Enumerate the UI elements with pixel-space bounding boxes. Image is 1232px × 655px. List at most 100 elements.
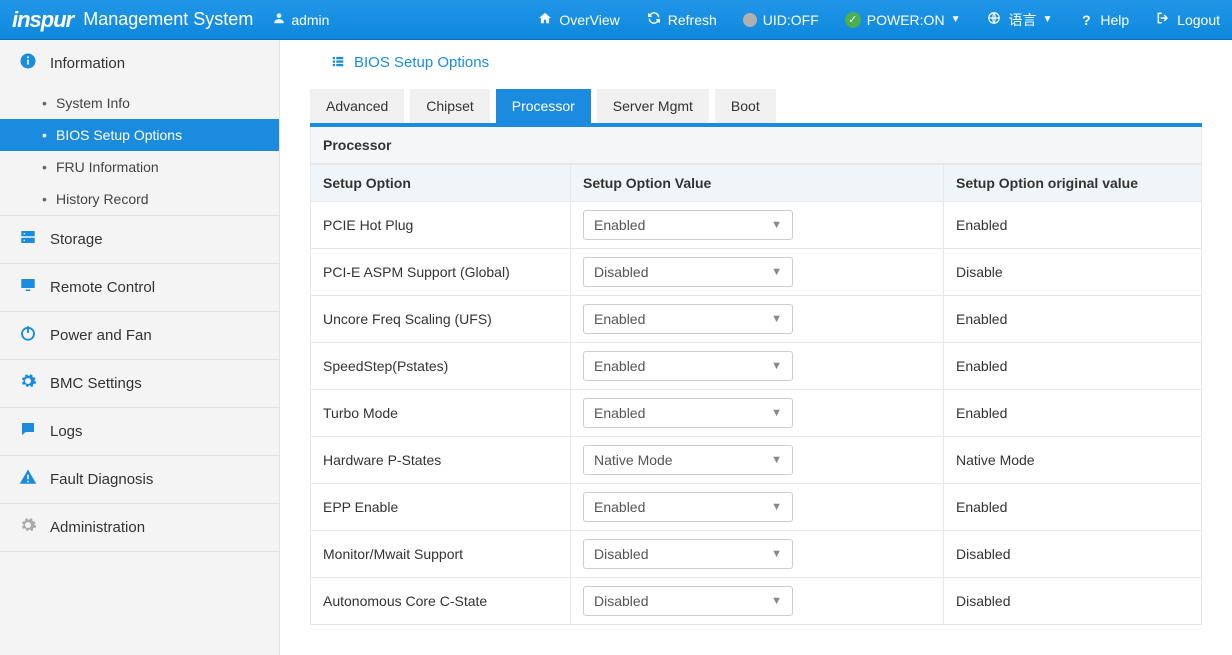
help-link[interactable]: ? Help [1078,12,1129,28]
user-name: admin [291,12,329,28]
option-name: Turbo Mode [311,390,571,437]
table-row: PCIE Hot Plug Enabled ▼Enabled [311,202,1202,249]
breadcrumb: BIOS Setup Options [330,54,1202,71]
option-orig: Disabled [944,531,1202,578]
globe-icon [986,11,1002,28]
help-label: Help [1100,12,1129,28]
home-icon [537,11,553,28]
option-name: Autonomous Core C-State [311,578,571,625]
power-on-icon: ✓ [845,12,861,28]
select-value: Disabled [594,264,648,280]
option-orig: Disable [944,249,1202,296]
option-select[interactable]: Enabled ▼ [583,210,793,240]
uid-dot-icon [743,13,757,27]
tab-server-mgmt[interactable]: Server Mgmt [597,89,709,123]
option-orig: Enabled [944,390,1202,437]
select-value: Native Mode [594,452,673,468]
option-orig: Enabled [944,343,1202,390]
table-row: Turbo Mode Enabled▼ Enabled [311,390,1202,437]
col-header-option: Setup Option [311,165,571,202]
main-content: BIOS Setup Options Advanced Chipset Proc… [280,40,1232,655]
sidebar-item-fault[interactable]: Fault Diagnosis [0,456,279,503]
logout-icon [1155,11,1171,28]
sidebar-item-storage[interactable]: Storage [0,216,279,263]
option-select[interactable]: Native Mode ▼ [583,445,793,475]
option-name: SpeedStep(Pstates) [311,343,571,390]
section-title: Processor [310,127,1202,164]
tab-boot[interactable]: Boot [715,89,776,123]
sidebar-label: Information [50,55,125,72]
sidebar-item-bmc[interactable]: BMC Settings [0,360,279,407]
chevron-down-icon: ▼ [771,454,782,466]
option-select[interactable]: Enabled▼ [583,492,793,522]
language-link[interactable]: 语言 ▼ [986,10,1052,30]
chevron-down-icon: ▼ [771,219,782,231]
refresh-label: Refresh [668,12,717,28]
select-value: Enabled [594,358,645,374]
chevron-down-icon: ▼ [771,595,782,607]
chevron-down-icon: ▼ [771,313,782,325]
option-select[interactable]: Enabled ▼ [583,304,793,334]
tab-bar: Advanced Chipset Processor Server Mgmt B… [310,89,1202,127]
select-value: Enabled [594,217,645,233]
sidebar-item-admin[interactable]: Administration [0,504,279,551]
tab-chipset[interactable]: Chipset [410,89,489,123]
tab-advanced[interactable]: Advanced [310,89,404,123]
chevron-down-icon: ▼ [951,14,961,25]
option-select[interactable]: Enabled▼ [583,398,793,428]
chevron-down-icon: ▼ [771,360,782,372]
option-orig: Disabled [944,578,1202,625]
sidebar-item-fru[interactable]: FRU Information [0,151,279,183]
table-row: Uncore Freq Scaling (UFS)Enabled▼Enabled [311,296,1202,343]
storage-icon [18,228,38,251]
user-icon [271,11,287,28]
table-row: SpeedStep(Pstates) Enabled ▼ Enabled [311,343,1202,390]
sidebar-item-history[interactable]: History Record [0,183,279,215]
power-link[interactable]: ✓ POWER:ON ▼ [845,12,961,28]
option-select[interactable]: Disabled▼ [583,539,793,569]
power-icon [18,324,38,347]
list-icon [330,54,346,71]
chevron-down-icon: ▼ [771,266,782,278]
table-row: Monitor/Mwait SupportDisabled▼Disabled [311,531,1202,578]
info-icon [18,52,38,75]
sidebar-item-power[interactable]: Power and Fan [0,312,279,359]
logout-label: Logout [1177,12,1220,28]
sidebar-item-system-info[interactable]: System Info [0,87,279,119]
warning-icon [18,468,38,491]
sidebar: Information System Info BIOS Setup Optio… [0,40,280,655]
gear-icon [18,516,38,539]
chevron-down-icon: ▼ [771,501,782,513]
chevron-down-icon: ▼ [771,407,782,419]
option-orig: Enabled [944,484,1202,531]
option-name: PCIE Hot Plug [311,202,571,249]
user-block[interactable]: admin [271,11,329,28]
refresh-link[interactable]: Refresh [646,11,717,28]
overview-link[interactable]: OverView [537,11,619,28]
help-icon: ? [1078,12,1094,28]
chat-icon [18,420,38,443]
option-orig: Native Mode [944,437,1202,484]
select-value: Disabled [594,593,648,609]
option-select[interactable]: Disabled ▼ [583,586,793,616]
option-select[interactable]: Disabled ▼ [583,257,793,287]
option-name: EPP Enable [311,484,571,531]
option-name: Hardware P-States [311,437,571,484]
uid-link[interactable]: UID:OFF [743,12,819,28]
sidebar-item-remote[interactable]: Remote Control [0,264,279,311]
option-select[interactable]: Enabled ▼ [583,351,793,381]
power-label: POWER:ON [867,12,945,28]
sidebar-item-information[interactable]: Information [0,40,279,87]
logout-link[interactable]: Logout [1155,11,1220,28]
page-title: BIOS Setup Options [354,54,489,71]
sidebar-item-logs[interactable]: Logs [0,408,279,455]
option-name: PCI-E ASPM Support (Global) [311,249,571,296]
sidebar-item-bios-setup[interactable]: BIOS Setup Options [0,119,279,151]
select-value: Disabled [594,546,648,562]
select-value: Enabled [594,311,645,327]
topbar: inspur Management System admin OverView … [0,0,1232,40]
tab-processor[interactable]: Processor [496,89,591,123]
options-table: Setup Option Setup Option Value Setup Op… [310,164,1202,625]
refresh-icon [646,11,662,28]
col-header-value: Setup Option Value [571,165,944,202]
